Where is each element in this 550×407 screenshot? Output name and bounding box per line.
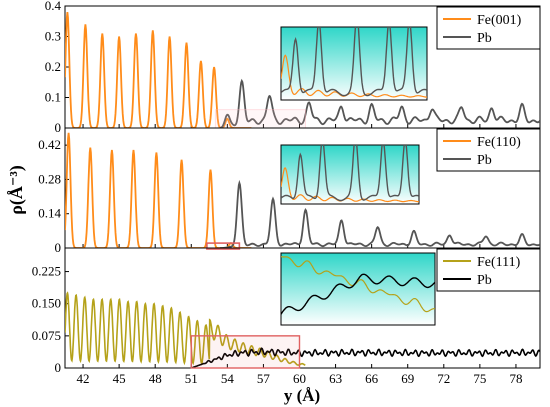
y-tick-label: 0.4 [45,0,62,13]
panel-fe001: 0 0.1 0.2 0.3 0.4 Fe(001) Pb [45,0,541,135]
inset-plot [280,252,436,326]
series-line-pb [219,78,540,128]
x-tick-label: 66 [365,371,379,386]
legend-label: Pb [477,31,492,46]
series-line-pb [191,347,540,368]
x-tick-label: 60 [293,371,306,386]
legend-box [436,248,541,292]
zoom-region-marker [214,109,306,129]
x-tick-label: 42 [77,371,90,386]
x-tick-label: 48 [149,371,162,386]
x-tick-label: 63 [329,371,342,386]
inset-frame [280,144,420,205]
inset-plot [280,144,420,205]
x-tick-label: 51 [185,371,198,386]
legend-label: Fe(110) [477,135,521,150]
zoom-region-marker [206,242,241,250]
inset-line-pb [281,27,427,97]
y-tick-label: 0.1 [45,90,61,105]
y-tick-label: 0.075 [32,328,61,343]
y-tick-label: 0 [55,120,62,135]
y-tick-label: 0.2 [45,59,61,74]
x-tick-label: 72 [437,371,450,386]
y-axis-label: ρ(Å⁻³) [6,165,27,215]
legend-label: Fe(001) [477,13,522,28]
panel-fe111: 0 0.075 0.150 0.225 Fe(111) Pb [32,247,541,375]
x-axis: 42 45 48 51 54 57 60 63 66 69 72 75 78 [77,371,523,386]
legend-label: Pb [477,273,492,288]
panel-frame [64,247,541,369]
inset-line-fe [281,256,435,313]
y-tick-label: 0.3 [45,29,61,44]
x-tick-label: 78 [509,371,522,386]
y-tick-label: 0.14 [38,206,61,221]
legend-box [436,128,541,172]
y-tick-label: 0 [55,240,62,255]
x-tick-label: 45 [113,371,126,386]
legend-box [436,6,541,50]
legend-label: Pb [477,153,492,168]
x-tick-label: 69 [401,371,414,386]
y-tick-label: 0.225 [32,264,61,279]
series-line-pb [220,179,540,248]
legend-label: Fe(111) [477,255,521,270]
inset-line-pb [281,273,435,315]
inset-line-pb [281,145,419,202]
inset-line-fe [281,167,419,203]
y-tick-label: 0.150 [32,296,61,311]
inset-frame [280,252,436,326]
panel-fe110: 0 0.14 0.28 0.42 Fe(110) Pb [38,127,541,255]
inset-plot [280,26,428,101]
x-axis-label: y (Å) [284,386,320,405]
x-tick-label: 54 [221,371,235,386]
series-line-fe [65,132,252,248]
y-tick-label: 0.42 [38,137,61,152]
x-tick-label: 57 [257,371,271,386]
y-tick-label: 0.28 [38,171,61,186]
y-tick-label: 0 [55,360,62,375]
series-line-fe [65,291,306,366]
x-tick-label: 75 [473,371,486,386]
zoom-region-marker [190,335,301,369]
